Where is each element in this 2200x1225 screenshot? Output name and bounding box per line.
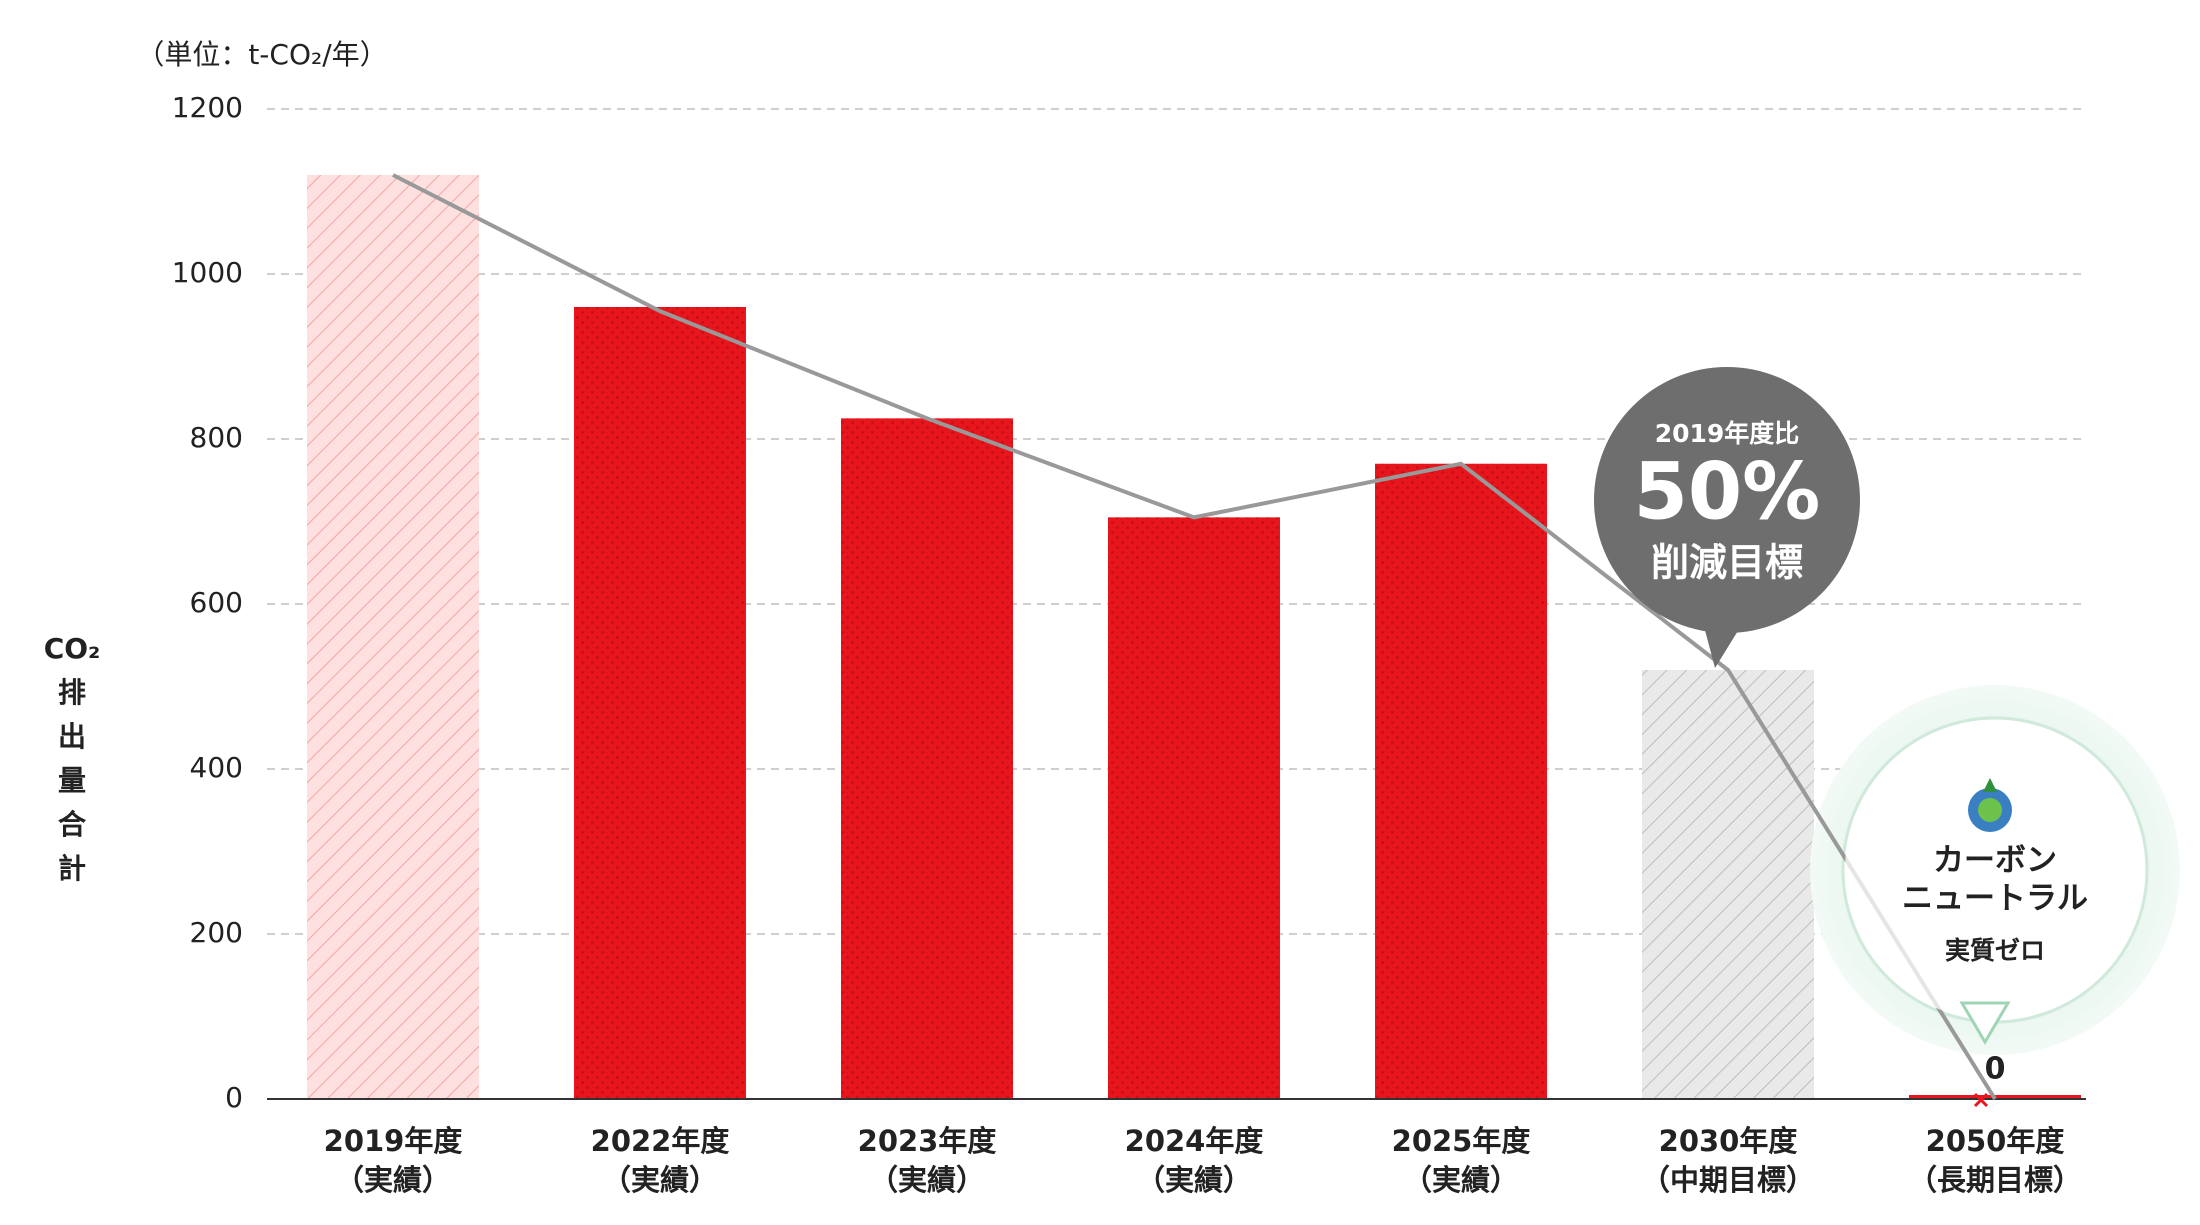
y-label-char: 計	[58, 852, 86, 885]
bar-pattern	[574, 307, 746, 1099]
y-label-char: CO₂	[44, 632, 101, 665]
neutral-pointer	[1959, 1001, 2011, 1045]
x-tick-note: （実績）	[335, 1163, 451, 1197]
y-tick-label: 600	[190, 586, 243, 619]
reduction-text: 50%	[1634, 447, 1821, 537]
x-tick-note: （長期目標）	[1908, 1163, 2082, 1197]
y-tick-label: 200	[190, 916, 243, 949]
unit-label: （単位：t-CO₂/年）	[136, 38, 387, 71]
x-tick-note: （中期目標）	[1641, 1163, 1815, 1197]
globe-land	[1978, 798, 2002, 822]
neutral-text: カーボン	[1933, 843, 2057, 879]
bars: 2019年度 （実績） 2022年度 （実績） 2023年度 （実績） 2024年度 （実績）…	[267, 175, 2086, 1197]
y-tick-label: 400	[190, 751, 243, 784]
x-tick-note: （実績）	[1403, 1163, 1519, 1197]
bar-pattern	[307, 175, 479, 1099]
y-label-char: 排	[58, 676, 86, 709]
data-label: 0	[1985, 1052, 2006, 1087]
neutral-text: 実質ゼロ	[1945, 936, 2045, 965]
neutral-inner	[1845, 720, 2145, 1020]
x-tick-label: 2024年度	[1125, 1124, 1264, 1158]
x-tick-label: 2025年度	[1392, 1124, 1531, 1158]
x-tick-label: 2023年度	[858, 1124, 997, 1158]
y-label-char: 量	[58, 764, 86, 797]
zero-marker	[1973, 1092, 1989, 1108]
reduction-text: 2019年度比	[1655, 419, 1800, 448]
x-tick-label: 2022年度	[591, 1124, 730, 1158]
y-tick-label: 1200	[172, 91, 243, 124]
x-tick-label: 2030年度	[1659, 1124, 1798, 1158]
reduction-text: 削減目標	[1651, 541, 1803, 585]
x-tick-note: （実績）	[869, 1163, 985, 1197]
bar-pattern	[1642, 670, 1814, 1099]
x-tick-label: 2019年度	[324, 1124, 463, 1158]
y-tick-label: 1000	[172, 256, 243, 289]
y-label-char: 合	[58, 808, 87, 841]
trend-line	[392, 173, 1997, 1101]
x-tick-label: 2050年度	[1926, 1124, 2065, 1158]
neutral-text: ニュートラル	[1902, 881, 2088, 917]
bar-pattern	[841, 418, 1013, 1099]
y-tick-label: 0	[225, 1081, 243, 1114]
bar-pattern	[1108, 517, 1280, 1099]
x-tick-note: （実績）	[602, 1163, 718, 1197]
leaf-icon	[1983, 778, 1997, 792]
x-tick-note: （実績）	[1136, 1163, 1252, 1197]
y-tick-label: 800	[190, 421, 243, 454]
bar-pattern	[1375, 463, 1547, 1099]
y-label-char: 出	[58, 720, 86, 753]
reduction-bubble	[1594, 367, 1860, 633]
